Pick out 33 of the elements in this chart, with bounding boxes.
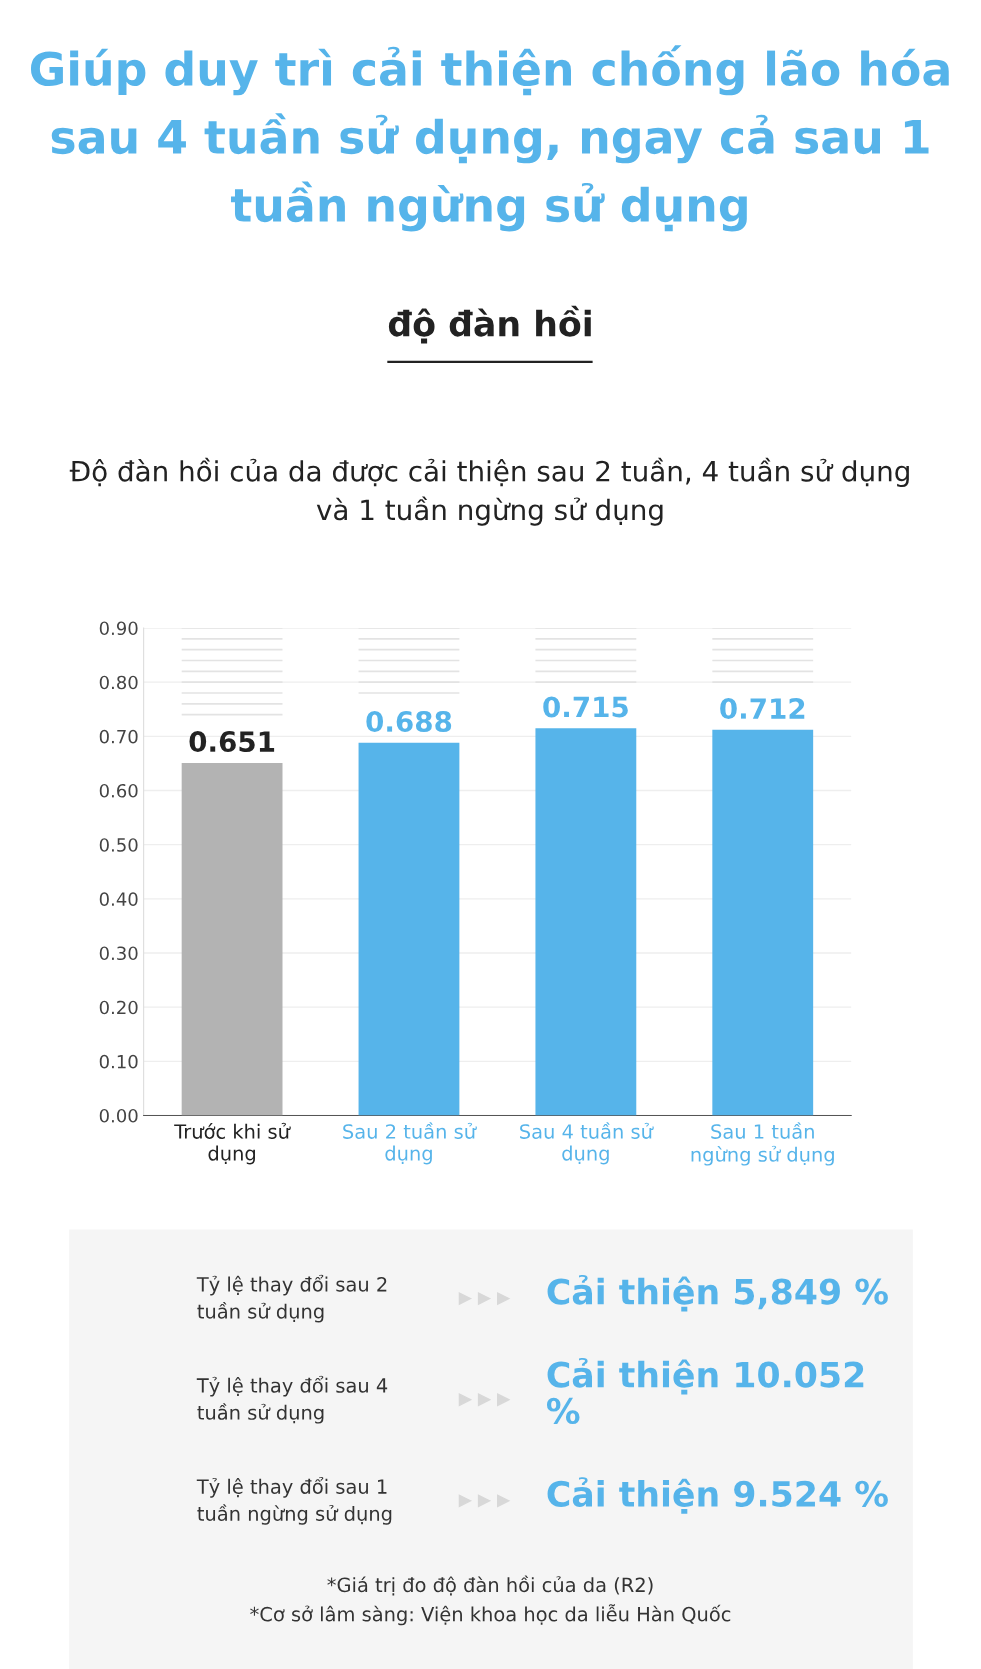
y-tick-label: 0.30 <box>99 946 138 961</box>
text: Tỷ lệ thay đổi sau 4 tuần sử dụng <box>196 1375 388 1424</box>
y-tick-label: 0.70 <box>99 729 138 744</box>
text: *Giá trị đo độ đàn hồi của da (R2) <box>327 1575 653 1596</box>
bar <box>181 762 283 1116</box>
text: Cải thiện 5,849 % <box>547 1274 888 1312</box>
y-tick-label: 0.00 <box>99 1108 138 1123</box>
data-label: 0.712 <box>720 698 805 720</box>
bar <box>358 742 460 1116</box>
y-tick-label: 0.50 <box>99 838 138 852</box>
y-tick-label: 0.40 <box>99 892 138 906</box>
x-axis-title: Độ đàn hồi của da được cải thiện sau 2 tuần, 4 tuần sử dụng và 1 tuần ngừng sử dụng <box>69 457 909 526</box>
y-tick-label: 0.60 <box>99 783 138 798</box>
x-tick-label: Trước khi sử dụng <box>174 1122 291 1165</box>
x-tick-label: Sau 1 tuần ngừng sử dụng <box>691 1122 834 1166</box>
data-label: 0.715 <box>543 696 628 718</box>
y-tick-label: 0.80 <box>99 675 138 690</box>
chart-title: Giúp duy trì cải thiện chống lão hóa sau 4 tuần sử dụng, ngay cả sau 1 tuần ngừng sử dụng <box>30 45 949 232</box>
text: Tỷ lệ thay đổi sau 2 tuần sử dụng <box>196 1274 387 1323</box>
y-tick-label: 0.90 <box>99 621 138 636</box>
chart-subtitle: độ đàn hồi <box>388 305 591 344</box>
y-tick-label: 0.10 <box>99 1054 138 1069</box>
x-tick-label: Sau 2 tuần sử dụng <box>343 1122 477 1165</box>
bar <box>535 728 637 1116</box>
data-label: 0.688 <box>366 711 452 733</box>
text: Cải thiện 9.524 % <box>547 1477 888 1514</box>
bar <box>712 729 814 1116</box>
text: Cải thiện 10.052 % <box>546 1357 864 1425</box>
x-tick-label: Sau 4 tuần sử dụng <box>520 1122 654 1165</box>
text: Tỷ lệ thay đổi sau 1 tuần ngừng sử dụng <box>196 1476 392 1525</box>
data-label: 0.651 <box>189 731 275 753</box>
y-tick-label: 0.20 <box>99 1000 138 1015</box>
text: *Cơ sở lâm sàng: Viện khoa học da liễu Hàn Quốc <box>250 1604 731 1626</box>
